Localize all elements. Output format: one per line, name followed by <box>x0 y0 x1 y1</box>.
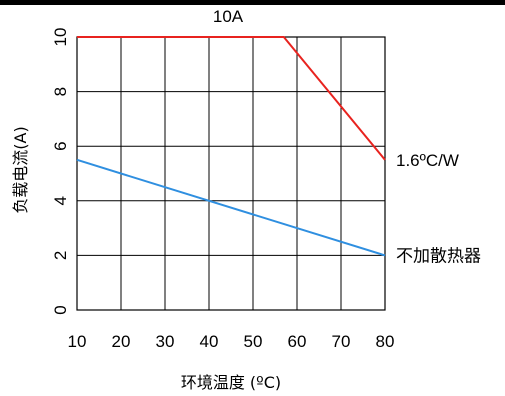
top-rule <box>0 0 505 5</box>
x-tick-label: 30 <box>156 332 175 351</box>
x-tick-label: 20 <box>112 332 131 351</box>
x-tick-label: 60 <box>288 332 307 351</box>
x-tick-label: 50 <box>244 332 263 351</box>
y-axis-label: 负载电流(A) <box>11 126 30 213</box>
y-tick-label: 8 <box>51 87 70 96</box>
y-tick-label: 2 <box>51 251 70 260</box>
x-tick-label: 10 <box>68 332 87 351</box>
x-tick-label: 40 <box>200 332 219 351</box>
x-axis-label: 环境温度 (ºC) <box>181 373 281 392</box>
plot-grid <box>77 37 385 310</box>
series-label-1: 不加散热器 <box>396 246 481 265</box>
series-line-0 <box>77 36 386 161</box>
series-line-1 <box>76 158 386 257</box>
annotation-10a: 10A <box>213 7 244 26</box>
y-tick-label: 6 <box>51 141 70 150</box>
x-tick-labels: 10 20 30 40 50 60 70 80 <box>68 332 395 351</box>
x-tick-label: 80 <box>376 332 395 351</box>
y-tick-label: 4 <box>51 196 70 205</box>
y-tick-label: 10 <box>51 28 70 47</box>
y-tick-labels: 0 2 4 6 8 10 <box>51 28 70 315</box>
series-lines <box>76 36 386 257</box>
series-label-0: 1.6ºC/W <box>396 151 459 170</box>
y-tick-label: 0 <box>51 305 70 314</box>
series-labels: 1.6ºC/W 不加散热器 <box>396 151 481 266</box>
x-tick-label: 70 <box>332 332 351 351</box>
